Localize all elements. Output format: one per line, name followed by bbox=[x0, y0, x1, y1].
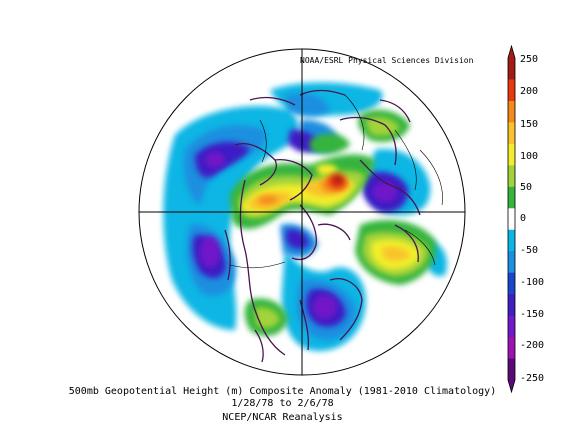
colorbar-swatch bbox=[508, 294, 515, 317]
colorbar-swatch bbox=[508, 79, 515, 102]
colorbar-tick-label: 0 bbox=[520, 213, 527, 224]
anomaly-field bbox=[163, 82, 447, 351]
colorbar-swatch bbox=[508, 251, 515, 274]
colorbar-swatch bbox=[508, 143, 515, 166]
caption-source: NCEP/NCAR Reanalysis bbox=[222, 412, 343, 423]
colorbar-tick-label: -50 bbox=[520, 245, 539, 256]
colorbar-swatch bbox=[508, 315, 515, 338]
colorbar-tick-label: 250 bbox=[520, 54, 539, 65]
colorbar-swatch bbox=[508, 165, 515, 188]
colorbar-tick-label: 50 bbox=[520, 182, 533, 193]
colorbar-outline bbox=[507, 44, 516, 394]
credit-text: NOAA/ESRL Physical Sciences Division bbox=[300, 56, 474, 65]
colorbar-swatch bbox=[508, 272, 515, 295]
caption-dates: 1/28/78 to 2/6/78 bbox=[231, 398, 334, 409]
colorbar-swatch bbox=[508, 208, 515, 231]
caption-title: 500mb Geopotential Height (m) Composite … bbox=[68, 386, 497, 397]
graticule bbox=[139, 49, 465, 375]
colorbar-swatch bbox=[508, 100, 515, 123]
borders bbox=[229, 94, 443, 269]
colorbar-tick-label: 100 bbox=[520, 151, 539, 162]
colorbar-top-arrow bbox=[508, 46, 515, 58]
colorbar-tick-label: -100 bbox=[520, 277, 545, 288]
colorbar-swatch bbox=[508, 186, 515, 209]
colorbar-bottom-arrow bbox=[508, 380, 515, 392]
colorbar-tick-label: -200 bbox=[520, 340, 545, 351]
colorbar-swatch bbox=[508, 58, 515, 80]
colorbar-tick-label: -250 bbox=[520, 373, 545, 384]
colorbar-tick-label: -150 bbox=[520, 309, 545, 320]
coastlines bbox=[224, 89, 421, 363]
colorbar-swatch bbox=[508, 229, 515, 252]
colorbar-swatch bbox=[508, 358, 515, 381]
colorbar-tick-label: 150 bbox=[520, 119, 539, 130]
colorbar bbox=[507, 44, 516, 394]
colorbar-swatch bbox=[508, 337, 515, 360]
map-boundary bbox=[138, 48, 466, 376]
colorbar-tick-label: 200 bbox=[520, 86, 539, 97]
colorbar-swatch bbox=[508, 122, 515, 145]
